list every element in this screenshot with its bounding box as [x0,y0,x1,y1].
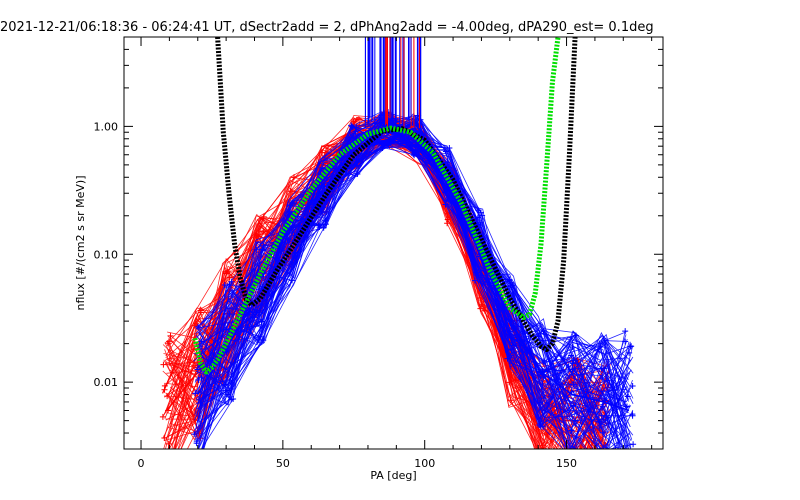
series-blue-line [195,116,633,445]
series-red-marker [160,361,167,368]
series-blue-marker [629,449,635,455]
series-blue-marker [228,386,235,393]
x-tick-label: 50 [276,457,290,470]
plot-area [159,37,637,493]
y-tick-label: 1.00 [94,120,119,133]
axes: 0 50 100 150 0.01 0.10 1.00 [94,36,663,470]
series-blue-marker [292,252,299,259]
series-blue-line [199,136,628,431]
plot-frame [123,36,664,450]
series-blue-marker [198,455,204,461]
series-blue-marker [540,357,547,364]
series-red-marker [161,434,168,441]
x-tick-label: 0 [138,457,145,470]
series-red-marker [508,372,515,379]
series-blue-marker [192,390,199,397]
y-axis-label: nflux [#/(cm2 s sr MeV)] [74,176,87,311]
series-red-marker [159,413,166,420]
series-blue-marker [629,467,635,473]
series-blue-marker [260,273,267,280]
series-red-marker [571,481,577,487]
series-blue-marker [539,380,546,387]
series-blue-marker [191,431,198,438]
series-blue-marker [349,124,356,131]
series-red-marker [166,485,172,491]
series-red-marker [444,216,451,223]
series-blue-marker [571,365,578,372]
series-red-marker [602,449,608,455]
series-blue-line [196,127,628,449]
series-red-marker [167,332,174,339]
series-blue-marker [630,441,637,448]
series-blue-marker [227,326,234,333]
fit-curve-green [192,37,561,375]
series-red-marker [606,460,612,466]
series-blue-marker [195,376,202,383]
series-red-marker [605,487,611,493]
series-red-marker [541,464,547,470]
series-blue-marker [598,412,605,419]
y-tick-label: 0.10 [94,248,119,261]
series-blue-line [198,132,627,445]
x-axis-label: PA [deg] [370,469,416,482]
series-blue-marker [599,469,605,475]
series-blue-marker [221,282,228,289]
series-blue-marker [194,366,201,373]
series-red-marker [287,188,294,195]
series-blue-marker [622,478,628,484]
series-blue-marker [475,207,482,214]
series-blue-line [201,132,629,402]
y-tick-label: 0.01 [94,376,119,389]
series-blue-marker [226,281,233,288]
series-blue-marker [228,380,235,387]
series-blue-line [197,136,627,420]
x-tick-label: 100 [414,457,435,470]
chart-title: 2021-12-21/06:18:36 - 06:24:41 UT, dSect… [0,20,654,35]
series-blue-marker [572,449,578,455]
series-red-marker [164,340,171,347]
series-blue-marker [196,450,202,456]
series-blue-marker [230,396,237,403]
series-blue-marker [194,323,201,330]
series-blue-marker [289,199,296,206]
series-red-marker [541,450,547,456]
series-blue-profile [197,128,630,412]
series-blue-marker [596,424,603,431]
series-red-marker [542,463,548,469]
series-blue-marker [570,381,577,388]
series-blue-line [198,117,632,449]
series-blue-line [197,141,627,449]
fit-curve-black [215,37,578,352]
series-blue-line [198,117,634,420]
series-blue-marker [630,458,636,464]
series-red-marker [604,467,610,473]
series-red-marker [477,305,484,312]
x-tick-label: 150 [556,457,577,470]
series-red-marker [544,468,550,474]
series-red-marker [575,451,581,457]
series-red-marker [605,487,611,493]
series-blue-marker [622,338,629,345]
series-red-bundle [159,109,612,493]
series-blue-marker [629,411,636,418]
error-spikes [364,37,422,133]
series-blue-marker [622,328,629,335]
series-red-marker [160,457,166,463]
